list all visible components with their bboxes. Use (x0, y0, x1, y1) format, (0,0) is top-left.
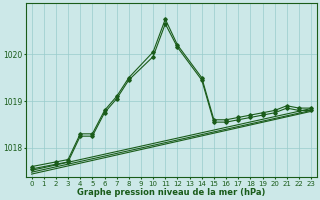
X-axis label: Graphe pression niveau de la mer (hPa): Graphe pression niveau de la mer (hPa) (77, 188, 266, 197)
